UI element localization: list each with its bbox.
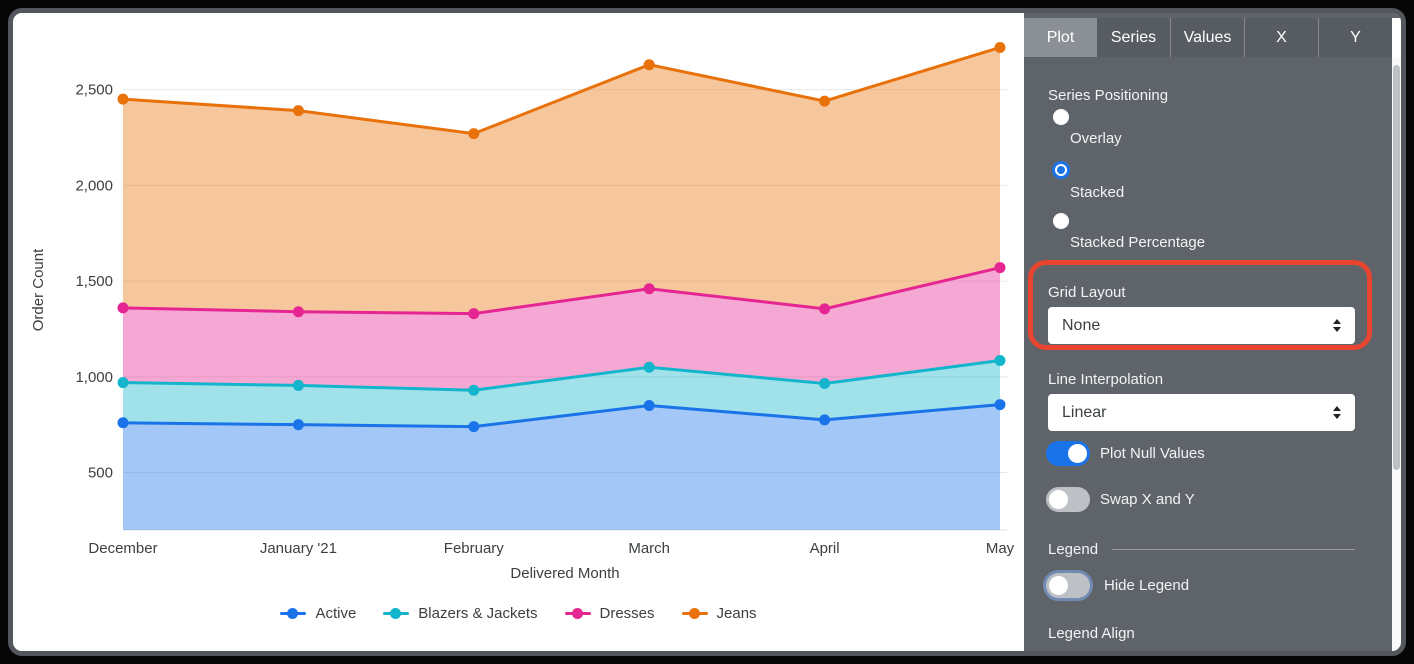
legend-marker-icon <box>681 608 708 619</box>
legend-item-active[interactable]: Active <box>280 605 356 622</box>
data-point[interactable] <box>468 308 480 320</box>
tab-plot[interactable]: Plot <box>1024 18 1097 57</box>
stacked-area-chart: 500 1,000 1,500 2,000 2,500 December January '… <box>30 41 1015 582</box>
data-point[interactable] <box>994 355 1006 367</box>
grid-layout-value: None <box>1062 316 1101 334</box>
select-updown-icon <box>1333 406 1341 419</box>
x-tick-label: February <box>444 540 505 557</box>
radio-option-overlay[interactable]: Overlay <box>1051 109 1122 147</box>
toggle-knob <box>1049 490 1068 509</box>
x-tick-label: May <box>986 540 1015 557</box>
panel-scrollbar-thumb[interactable] <box>1393 65 1400 470</box>
data-point[interactable] <box>643 361 655 373</box>
legend-item-dresses[interactable]: Dresses <box>564 605 655 622</box>
svg-text:1,500: 1,500 <box>75 273 113 290</box>
radio-option-stacked-percentage[interactable]: Stacked Percentage <box>1051 213 1205 251</box>
data-point[interactable] <box>819 378 831 390</box>
radio-selected-icon[interactable] <box>1052 161 1070 179</box>
data-point[interactable] <box>819 303 831 315</box>
data-point[interactable] <box>292 306 304 318</box>
data-point[interactable] <box>643 59 655 71</box>
radio-unselected-icon[interactable] <box>1053 213 1069 229</box>
tab-x[interactable]: X <box>1244 18 1318 57</box>
area-active <box>123 404 1000 530</box>
svg-text:500: 500 <box>88 465 113 482</box>
series-line-blazers-jackets <box>122 359 1001 392</box>
data-point[interactable] <box>819 95 831 107</box>
data-point[interactable] <box>292 419 304 431</box>
data-point[interactable] <box>994 399 1006 411</box>
data-point[interactable] <box>994 41 1006 53</box>
legend-section-header: Legend <box>1048 541 1099 558</box>
tab-y[interactable]: Y <box>1318 18 1392 57</box>
legend-marker-icon <box>280 608 307 619</box>
window-frame: 500 1,000 1,500 2,000 2,500 December January '… <box>8 8 1406 656</box>
data-point[interactable] <box>643 283 655 295</box>
legend-marker-icon <box>383 608 410 619</box>
data-point[interactable] <box>994 262 1006 274</box>
data-point[interactable] <box>468 384 480 396</box>
y-gridlines: 500 1,000 1,500 2,000 2,500 <box>75 82 1007 482</box>
data-point[interactable] <box>117 302 129 314</box>
area-dresses <box>123 267 1000 391</box>
series-positioning-label: Series Positioning <box>1048 87 1169 104</box>
series-line-active <box>122 403 1001 429</box>
tab-values[interactable]: Values <box>1170 18 1244 57</box>
data-point[interactable] <box>292 105 304 117</box>
data-point[interactable] <box>819 414 831 426</box>
x-tick-label: March <box>628 540 670 557</box>
data-point[interactable] <box>292 379 304 391</box>
plot-null-values-toggle[interactable] <box>1046 441 1090 466</box>
scrollbar-track-top <box>1392 18 1401 57</box>
chart-legend: Active Blazers & Jackets Dresses Jeans <box>13 605 1024 622</box>
line-interpolation-select[interactable]: Linear <box>1048 394 1355 431</box>
x-tick-label: December <box>88 540 157 557</box>
series-line-jeans <box>122 46 1001 136</box>
y-axis-title: Order Count <box>30 248 47 331</box>
hide-legend-label: Hide Legend <box>1104 577 1190 594</box>
toggle-knob <box>1068 444 1087 463</box>
toggle-knob <box>1049 576 1068 595</box>
data-point[interactable] <box>117 93 129 105</box>
viz-settings-panel: Plot Series Values X Y Series Positioning Ov… <box>1024 13 1401 651</box>
x-axis-title: Delivered Month <box>510 565 619 582</box>
line-interpolation-label: Line Interpolation <box>1048 371 1164 388</box>
x-tick-label: January '21 <box>260 540 337 557</box>
hide-legend-toggle[interactable] <box>1046 573 1090 598</box>
tab-series[interactable]: Series <box>1110 28 1157 46</box>
line-interpolation-value: Linear <box>1062 403 1107 421</box>
series-line-dresses <box>122 266 1001 316</box>
plot-null-values-label: Plot Null Values <box>1100 445 1205 462</box>
legend-align-label: Legend Align <box>1048 625 1135 642</box>
radio-unselected-icon[interactable] <box>1053 109 1069 125</box>
svg-text:2,500: 2,500 <box>75 82 113 99</box>
data-point[interactable] <box>468 128 480 140</box>
swap-x-and-y-label: Swap X and Y <box>1100 491 1195 508</box>
legend-marker-icon <box>564 608 591 619</box>
legend-item-jeans[interactable]: Jeans <box>681 605 757 622</box>
x-tick-label: April <box>810 540 840 557</box>
svg-text:2,000: 2,000 <box>75 177 113 194</box>
area-jeans <box>123 47 1000 314</box>
select-updown-icon <box>1333 319 1341 332</box>
grid-layout-select[interactable]: None <box>1048 307 1355 344</box>
area-blazers-jackets <box>123 360 1000 427</box>
data-point[interactable] <box>643 400 655 412</box>
swap-x-and-y-toggle[interactable] <box>1046 487 1090 512</box>
data-point[interactable] <box>117 417 129 429</box>
panel-tabs: Plot Series Values X Y <box>1024 18 1392 57</box>
grid-layout-label: Grid Layout <box>1048 284 1126 301</box>
data-point[interactable] <box>468 421 480 433</box>
legend-section-divider <box>1112 549 1355 550</box>
chart-area: 500 1,000 1,500 2,000 2,500 December January '… <box>13 13 1024 651</box>
legend-item-blazers-jackets[interactable]: Blazers & Jackets <box>383 605 538 622</box>
svg-text:1,000: 1,000 <box>75 369 113 386</box>
panel-scrollbar-track[interactable] <box>1392 57 1401 651</box>
data-point[interactable] <box>117 377 129 389</box>
radio-option-stacked[interactable]: Stacked <box>1051 161 1124 201</box>
